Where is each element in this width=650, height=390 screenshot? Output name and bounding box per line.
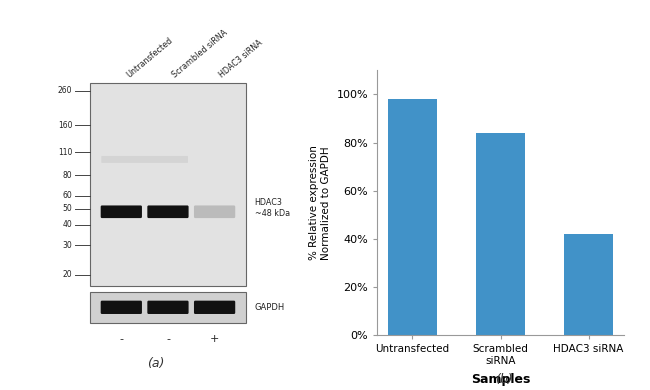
Bar [476, 133, 525, 335]
Bar [388, 99, 437, 335]
Text: HDAC3 siRNA: HDAC3 siRNA [218, 38, 265, 79]
Text: +: + [210, 334, 219, 344]
Text: 20: 20 [62, 270, 72, 279]
Text: (a): (a) [148, 358, 164, 370]
Text: 40: 40 [62, 220, 72, 229]
Text: 80: 80 [62, 170, 72, 180]
FancyBboxPatch shape [101, 156, 188, 163]
FancyBboxPatch shape [194, 301, 235, 314]
FancyBboxPatch shape [194, 206, 235, 218]
Text: 160: 160 [58, 121, 72, 130]
Bar [90, 292, 246, 323]
X-axis label: Samples: Samples [471, 373, 530, 386]
Text: HDAC3
~48 kDa: HDAC3 ~48 kDa [255, 198, 290, 218]
Text: (b): (b) [495, 373, 513, 386]
Text: Scrambled siRNA: Scrambled siRNA [171, 28, 230, 79]
Text: GAPDH: GAPDH [255, 303, 285, 312]
FancyBboxPatch shape [148, 301, 188, 314]
FancyBboxPatch shape [148, 206, 188, 218]
Text: 50: 50 [62, 204, 72, 213]
Bar [564, 234, 613, 335]
Text: 260: 260 [58, 86, 72, 95]
Text: Untransfected: Untransfected [124, 35, 174, 79]
Text: -: - [166, 334, 170, 344]
Text: -: - [120, 334, 124, 344]
Y-axis label: % Relative expression
Normalized to GAPDH: % Relative expression Normalized to GAPD… [309, 145, 331, 260]
Text: 30: 30 [62, 241, 72, 250]
FancyBboxPatch shape [101, 301, 142, 314]
Text: 60: 60 [62, 191, 72, 200]
Text: 110: 110 [58, 148, 72, 157]
FancyBboxPatch shape [101, 206, 142, 218]
